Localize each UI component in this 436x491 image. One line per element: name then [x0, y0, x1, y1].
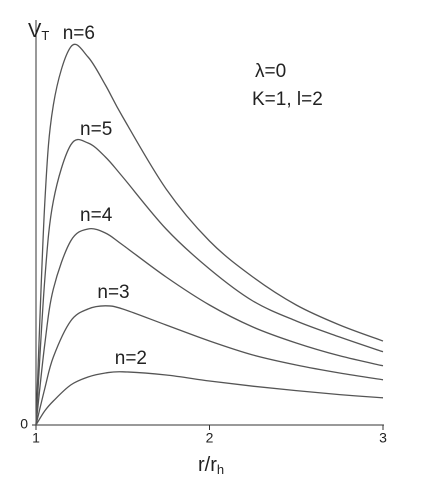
x-tick-label: 3 [379, 430, 387, 446]
series-label: n=3 [97, 282, 129, 303]
series-label: n=5 [80, 119, 112, 140]
y-label: VT [28, 20, 49, 43]
x-tick-label: 1 [32, 430, 40, 446]
x-tick-label: 2 [206, 430, 214, 446]
series-label: n=6 [63, 23, 95, 44]
series-label: n=4 [80, 205, 113, 226]
series-line [35, 371, 384, 426]
annotation: K=1, l=2 [252, 89, 323, 110]
series-line [35, 138, 384, 426]
series-label: n=2 [115, 348, 147, 369]
series-line [35, 43, 384, 426]
series-line [35, 228, 384, 426]
x-label: r/rh [198, 454, 224, 477]
y-tick-label: 0 [20, 416, 28, 432]
annotation: λ=0 [255, 61, 286, 82]
series-line [35, 305, 384, 426]
